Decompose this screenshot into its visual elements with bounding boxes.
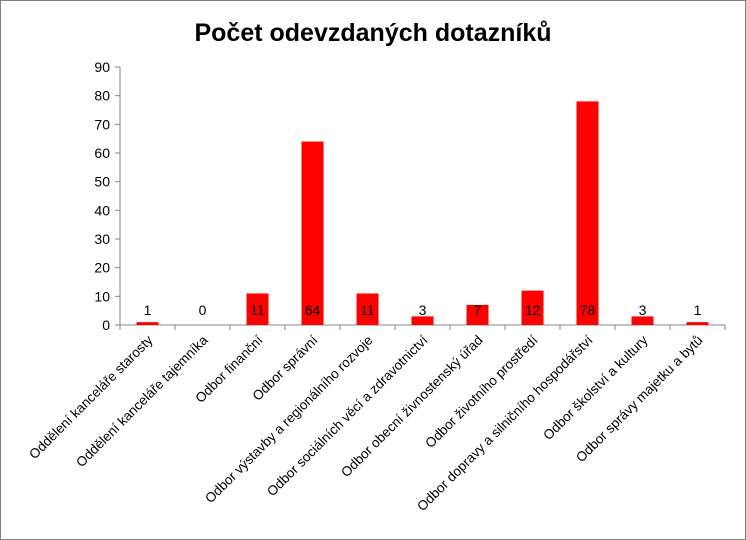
bar (356, 293, 379, 325)
data-label: 1 (694, 302, 702, 318)
bar (301, 141, 324, 325)
data-label: 7 (474, 302, 482, 318)
bar (466, 304, 489, 325)
bar-layer (136, 101, 709, 326)
y-tick-label: 30 (94, 231, 110, 247)
y-tick-label: 20 (94, 260, 110, 276)
y-tick-label: 10 (94, 288, 110, 304)
y-tick-label: 80 (94, 88, 110, 104)
data-label: 11 (360, 302, 375, 318)
bar (576, 101, 599, 326)
y-tick-label: 0 (102, 317, 110, 333)
y-tick-label: 90 (94, 59, 110, 75)
data-label: 78 (580, 302, 596, 318)
chart-title: Počet odevzdaných dotazníků (194, 19, 551, 47)
y-tick-label: 70 (94, 116, 110, 132)
data-label: 12 (525, 302, 541, 318)
data-label: 11 (250, 302, 265, 318)
data-label: 64 (305, 302, 321, 318)
y-tick-label: 60 (94, 145, 110, 161)
bar (411, 316, 434, 325)
y-tick-label: 40 (94, 202, 110, 218)
data-label: 3 (639, 302, 647, 318)
bar (521, 290, 544, 325)
x-category-label: Odbor životního prostředí (422, 332, 540, 450)
bar (136, 322, 159, 325)
bar (686, 322, 709, 325)
y-tick-label: 50 (94, 174, 110, 190)
x-category-label: Odbor školství a kultury (540, 332, 651, 443)
data-label: 3 (419, 302, 427, 318)
data-label: 1 (144, 302, 152, 318)
data-label: 0 (199, 302, 207, 318)
bar (631, 316, 654, 325)
bar (246, 293, 269, 325)
